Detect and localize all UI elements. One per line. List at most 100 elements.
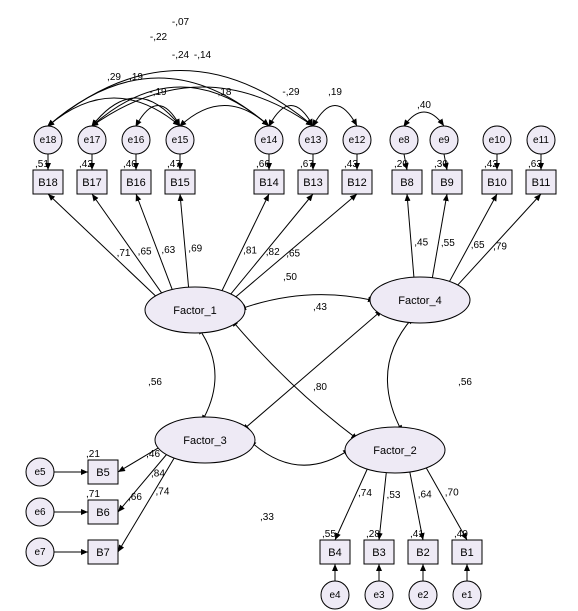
loading-coef: ,82 [266,247,280,258]
rsq-coef: ,21 [86,449,100,460]
cov-coef: ,18 [218,87,232,98]
loading-coef: ,63 [161,245,175,256]
cov-arc [313,106,357,127]
loading-arrow [118,456,176,552]
rsq-coef: ,49 [454,529,468,540]
error-label: e14 [261,135,278,146]
factor-label: Factor_3 [183,435,226,447]
error-terms: e18e17e16e15e14e13e12e8e9e10e11e5e6e7e4e… [26,126,555,609]
error-label: e6 [34,507,46,518]
loading-coef: ,84 [151,468,165,479]
factor-cov-arc [250,441,350,465]
rsq-coef: ,42 [484,159,498,170]
loading-arrow [136,194,173,292]
error-label: e12 [349,135,366,146]
error-label: e11 [533,135,549,146]
error-arrows [48,154,541,581]
rsq-coef: ,30 [434,159,448,170]
observed-label: B1 [460,547,473,559]
observed-label: B10 [487,177,507,189]
loading-coef: ,45 [414,238,428,249]
loading-arrow [221,194,269,293]
loading-coef: ,65 [286,249,300,260]
observed-label: B6 [96,507,109,519]
sem-diagram: -,07-,22-,14-,24,29,19-,19,18-,29,19,40,… [0,0,578,611]
factor-cov-arc [387,318,412,432]
rsq-coef: ,67 [300,159,314,170]
error-label: e10 [489,135,506,146]
loading-coef: ,70 [445,487,459,498]
factor-cov-coef: ,50 [283,272,297,283]
error-label: e18 [40,135,57,146]
cov-coef: ,29 [107,72,121,83]
observed-label: B17 [82,177,102,189]
cov-arc [136,106,180,127]
loading-arrow [118,453,168,512]
observed-label: B7 [96,547,109,559]
error-label: e15 [172,135,189,146]
factor-cov-coef: ,56 [458,377,472,388]
cov-coef: -,19 [149,87,167,98]
factor-cov-arc [243,310,383,430]
loading-arrow [335,467,368,540]
extra-coef: ,33 [260,512,274,523]
observed-label: B3 [372,547,385,559]
rsq-coef: ,42 [79,159,93,170]
rsq-coef: ,43 [344,159,358,170]
observed-label: B14 [259,177,279,189]
loading-arrow [456,194,541,287]
factor-label: Factor_4 [398,295,441,307]
cov-arc [92,87,269,126]
error-label: e8 [398,135,410,146]
observed-label: B11 [532,177,551,189]
cov-coef: ,40 [417,100,431,111]
rsq-coef: ,66 [256,159,270,170]
error-label: e4 [329,590,341,601]
error-label: e2 [417,590,429,601]
factor-cov-arc [198,328,215,422]
cov-arc [180,106,269,127]
error-label: e1 [461,590,473,601]
factor-cov-coef: ,80 [313,382,327,393]
error-label: e9 [438,135,450,146]
observed-label: B2 [416,547,429,559]
rsq-coef: ,20 [394,159,408,170]
cov-coef: -,24 [172,50,190,61]
loading-arrow [407,194,414,280]
loading-coef: ,81 [243,245,257,256]
factor-cov-coef: ,43 [313,302,327,313]
loading-coef: ,65 [471,240,485,251]
cov-coef: -,22 [150,32,168,43]
extra-coef: ,66 [128,492,142,503]
loading-arrow [379,470,387,540]
rsq-coef: ,55 [322,529,336,540]
factor-cov-arc [232,320,358,439]
error-label: e13 [305,135,322,146]
observed-label: B5 [96,467,109,479]
loading-coef: ,69 [188,244,202,255]
cov-arc [92,98,180,126]
rsq-coef: ,63 [528,159,542,170]
loading-arrow [92,194,163,295]
loading-coef: ,74 [358,488,372,499]
loading-coef: ,46 [146,449,160,460]
loading-coef: ,71 [117,248,131,259]
factor-cov-arc [240,295,375,310]
observed-label: B4 [328,547,341,559]
observed-label: B16 [126,177,146,189]
cov-coef: -,07 [172,17,190,28]
loading-coef: ,79 [493,242,507,253]
loading-arrow [180,194,189,290]
loading-arrow [229,194,313,296]
cov-arc [404,112,444,126]
loading-coef: ,55 [441,238,455,249]
observed-vars: B18,51B17,42B16,40B15,47B14,66B13,67B12,… [33,159,556,564]
error-label: e3 [373,590,385,601]
cov-coef: -,29 [282,87,300,98]
observed-label: B8 [400,177,413,189]
observed-label: B9 [440,177,453,189]
error-label: e17 [84,135,101,146]
factor-label: Factor_2 [373,445,416,457]
cov-coef: ,19 [328,87,342,98]
rsq-coef: ,47 [167,159,181,170]
